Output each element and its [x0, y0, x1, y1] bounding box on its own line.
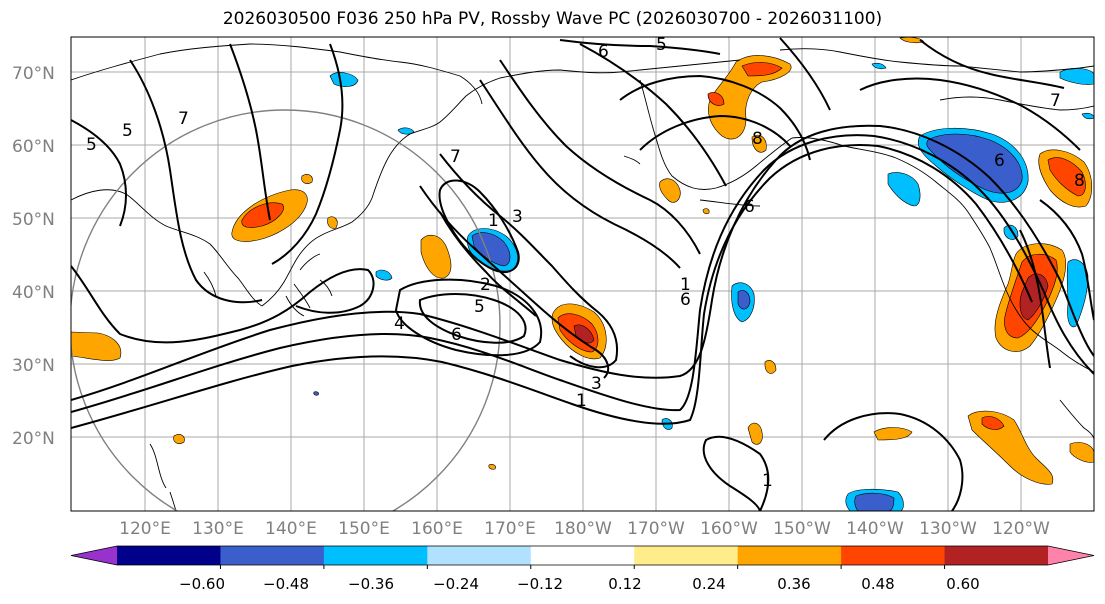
contour-label: 3	[591, 374, 602, 394]
lat-tick-label: 70°N	[12, 64, 55, 84]
colorbar-segment	[323, 546, 428, 565]
colorbar-segment	[634, 546, 739, 565]
contour-label: 5	[656, 35, 667, 55]
colorbar-segment	[841, 546, 946, 565]
colorbar-tick-label: −0.48	[263, 575, 309, 593]
colorbar-tick-label: 0.12	[608, 575, 641, 593]
colorbar-outline	[70, 545, 1095, 566]
plot-frame	[70, 36, 1095, 512]
lat-tick-label: 50°N	[12, 210, 55, 230]
longitude-axis: 120°E 130°E 140°E 150°E 160°E 170°E 180°…	[119, 519, 1050, 539]
contour-label: 4	[394, 314, 405, 334]
contour-label: 5	[122, 121, 133, 141]
pv-contours	[71, 37, 1094, 511]
contour-label: 3	[512, 207, 523, 227]
colorbar-segment	[427, 546, 532, 565]
map-title: 2026030500 F036 250 hPa PV, Rossby Wave …	[222, 9, 883, 29]
colorbar-extend-low	[71, 546, 117, 565]
colorbar	[70, 545, 1095, 569]
contour-label: 8	[1074, 171, 1085, 191]
lat-tick-label: 40°N	[12, 283, 55, 303]
colorbar-segment	[220, 546, 325, 565]
lon-tick-label: 140°W	[846, 519, 904, 539]
colorbar-extend-high	[1048, 546, 1094, 565]
contour-label: 1	[762, 471, 773, 491]
lon-tick-label: 160°W	[700, 519, 758, 539]
lon-tick-label: 170°E	[484, 519, 536, 539]
colorbar-tick-label: −0.36	[348, 575, 394, 593]
contour-label: 5	[474, 297, 485, 317]
lon-tick-label: 120°W	[992, 519, 1050, 539]
contour-label: 5	[86, 135, 97, 155]
analysis-circle	[71, 109, 501, 511]
pv-anomaly-shading	[71, 37, 1094, 511]
contour-label: 6	[680, 290, 691, 310]
lon-tick-label: 130°E	[192, 519, 244, 539]
lon-tick-label: 150°E	[338, 519, 390, 539]
colorbar-segment	[737, 546, 842, 565]
lon-tick-label: 140°E	[265, 519, 317, 539]
lon-tick-label: 150°W	[773, 519, 831, 539]
contour-label-group: 6 5 7 5 5 1 3 2 5 6 4 3 1 7 6 1 1 6 7 8 …	[86, 35, 1085, 491]
lat-tick-label: 30°N	[12, 356, 55, 376]
contour-label: 6	[744, 197, 755, 217]
contour-label: 1	[576, 391, 587, 411]
colorbar-tick-labels: −0.60 −0.48 −0.36 −0.24 −0.12 0.12 0.24 …	[179, 575, 980, 593]
colorbar-tick-label: 0.60	[946, 575, 979, 593]
lon-tick-label: 180°W	[554, 519, 612, 539]
contour-label: 8	[752, 129, 763, 149]
colorbar-tick-label: −0.12	[517, 575, 563, 593]
lat-tick-label: 20°N	[12, 429, 55, 449]
lon-tick-label: 130°W	[919, 519, 977, 539]
colorbar-tick-label: 0.48	[861, 575, 894, 593]
colorbar-tick-label: 0.36	[777, 575, 810, 593]
coastlines	[71, 43, 1094, 511]
lon-tick-label: 120°E	[119, 519, 171, 539]
lon-tick-label: 170°W	[627, 519, 685, 539]
contour-label: 1	[488, 211, 499, 231]
colorbar-segment	[944, 546, 1049, 565]
contour-label: 7	[450, 147, 461, 167]
contour-label: 1	[680, 275, 691, 295]
colorbar-tick-label: −0.24	[433, 575, 479, 593]
colorbar-segment	[530, 546, 635, 565]
colorbar-tick-label: −0.60	[179, 575, 225, 593]
contour-label: 7	[1050, 91, 1061, 111]
contour-label: 6	[994, 151, 1005, 171]
contour-label: 2	[480, 275, 491, 295]
lon-tick-label: 160°E	[411, 519, 463, 539]
contour-label: 6	[451, 325, 462, 345]
lat-tick-label: 60°N	[12, 137, 55, 157]
map-plot-area: 6 5 7 5 5 1 3 2 5 6 4 3 1 7 6 1 1 6 7 8 …	[71, 35, 1094, 511]
contour-label: 7	[178, 109, 189, 129]
contour-label: 6	[598, 42, 609, 62]
colorbar-tick-label: 0.24	[692, 575, 725, 593]
latitude-axis: 70°N 60°N 50°N 40°N 30°N 20°N	[12, 64, 55, 449]
colorbar-segment	[117, 546, 221, 565]
